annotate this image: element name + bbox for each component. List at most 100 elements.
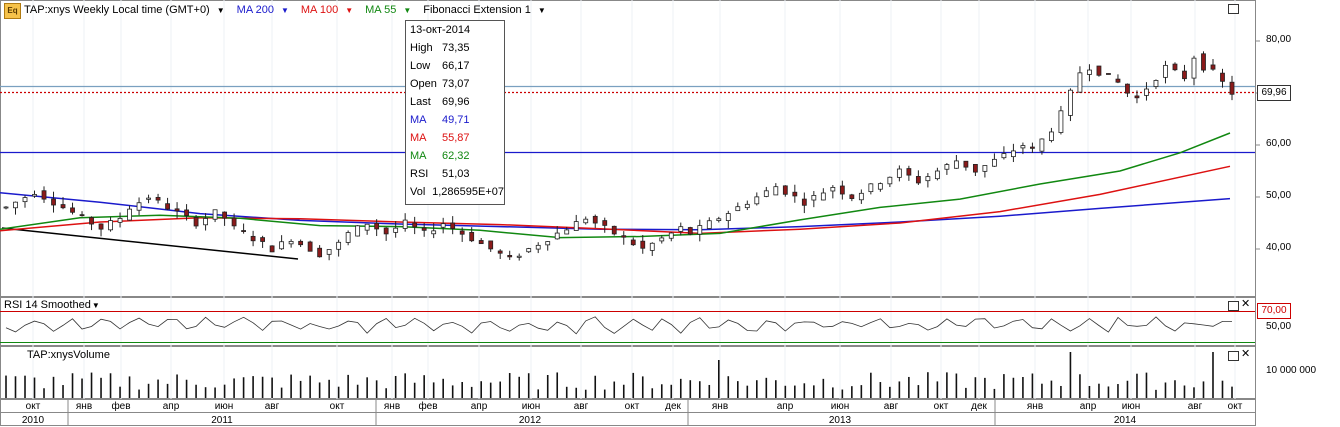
candle-body	[1201, 53, 1206, 71]
candle-body	[754, 196, 760, 205]
info-row: Open 73,07	[406, 75, 504, 93]
chevron-down-icon[interactable]: ▼	[537, 6, 546, 15]
month-label: апр	[471, 401, 488, 412]
rsi-title[interactable]: RSI 14 Smoothed▼	[4, 299, 100, 311]
candle-body	[1210, 64, 1216, 70]
rsi-line	[5, 316, 1232, 335]
volume-bars	[5, 352, 1233, 398]
month-label: фев	[418, 400, 437, 412]
volume-tick: 10 000 000	[1266, 365, 1317, 376]
symbol-icon[interactable]: Eq	[4, 3, 21, 19]
candle-body	[497, 250, 503, 254]
month-label: дек	[971, 401, 987, 412]
candle-body	[659, 237, 665, 242]
trendline[interactable]	[1, 227, 299, 260]
candle-body	[89, 217, 94, 225]
ma100-line	[0, 165, 1231, 235]
candle-body	[1077, 72, 1083, 93]
candle-body	[127, 208, 132, 221]
month-label: апр	[1080, 401, 1097, 412]
volume-title[interactable]: TAP:xnysVolume	[27, 349, 110, 361]
maximize-icon[interactable]	[1228, 4, 1239, 14]
candle-body	[1096, 65, 1102, 76]
ma200-legend[interactable]: MA 200 ▼	[237, 4, 295, 16]
reference-lines	[0, 85, 1255, 154]
info-value: 66,17	[442, 60, 470, 72]
candle-body	[298, 240, 304, 246]
candle-body	[383, 227, 389, 235]
candle-body	[1172, 63, 1178, 71]
month-label: окт	[934, 401, 949, 412]
candle-body	[830, 187, 836, 192]
month-label: янв	[1027, 401, 1043, 412]
candle-body	[1229, 81, 1235, 95]
candle-body	[687, 227, 693, 235]
candle-body	[117, 218, 123, 223]
month-label: фев	[111, 400, 130, 412]
info-key: Last	[410, 96, 431, 108]
rsi-tick: 50,00	[1266, 321, 1292, 332]
close-icon[interactable]: ✕	[1241, 298, 1251, 310]
candle-body	[583, 218, 589, 224]
candle-body	[1049, 131, 1054, 141]
month-label: июн	[215, 401, 234, 412]
maximize-icon[interactable]	[1228, 351, 1239, 361]
candle-body	[554, 232, 560, 240]
candle-body	[811, 195, 817, 201]
candle-body	[906, 168, 912, 176]
info-row: MA 49,71	[406, 111, 504, 129]
month-label: янв	[384, 401, 400, 412]
info-row: RSI 51,03	[406, 165, 504, 183]
candle-body	[868, 183, 874, 193]
candle-body	[944, 164, 950, 170]
candle-body	[896, 168, 902, 178]
candle-body	[184, 209, 189, 216]
candle-body	[165, 203, 170, 210]
fib-legend[interactable]: Fibonacci Extension 1 ▼	[423, 4, 552, 16]
candle-body	[374, 222, 380, 230]
candle-body	[1220, 72, 1225, 82]
candle-body	[1011, 150, 1016, 158]
candle-body	[269, 245, 275, 253]
candle-body	[1134, 95, 1140, 99]
chevron-down-icon[interactable]: ▼	[345, 6, 354, 15]
candle-body	[858, 192, 864, 201]
candle-body	[336, 241, 342, 250]
candle-body	[326, 249, 332, 255]
candle-body	[260, 237, 266, 242]
chevron-down-icon[interactable]: ▼	[91, 301, 100, 310]
ma100-legend[interactable]: MA 100 ▼	[301, 4, 359, 16]
chart-header: TAP:xnys Weekly Local time (GMT+0) ▼ MA 2…	[24, 3, 558, 17]
maximize-icon[interactable]	[1228, 301, 1239, 311]
candle-body	[1125, 83, 1130, 94]
chevron-down-icon[interactable]: ▼	[216, 6, 225, 15]
month-label: июн	[831, 401, 850, 412]
candle-body	[41, 190, 47, 200]
chevron-down-icon[interactable]: ▼	[403, 6, 412, 15]
candle-body	[1115, 78, 1121, 83]
candle-body	[621, 235, 627, 238]
ma55-legend[interactable]: MA 55 ▼	[365, 4, 417, 16]
ma55-text: MA 55	[365, 4, 397, 16]
info-date: 13-окт-2014	[410, 24, 471, 36]
month-label: окт	[26, 401, 41, 412]
candle-body	[250, 235, 256, 242]
symbol-label[interactable]: TAP:xnys Weekly Local time (GMT+0) ▼	[24, 4, 231, 16]
time-axis: окт янв фев апр июн авг окт янв фев апр июн авг окт д…	[22, 400, 1243, 426]
candle-body	[355, 225, 361, 237]
candle-body	[735, 206, 741, 212]
chevron-down-icon[interactable]: ▼	[280, 6, 289, 15]
candle-body	[70, 207, 75, 213]
year-label: 2013	[829, 415, 852, 426]
year-label: 2012	[519, 415, 542, 426]
candle-body	[972, 163, 978, 173]
candle-body	[1153, 80, 1159, 87]
candle-body	[545, 241, 551, 246]
candle-body	[307, 241, 313, 252]
candle-body	[526, 248, 532, 253]
close-icon[interactable]: ✕	[1241, 348, 1251, 360]
year-label: 2010	[22, 415, 45, 426]
candle-body	[1182, 70, 1187, 80]
month-label: авг	[265, 401, 280, 412]
